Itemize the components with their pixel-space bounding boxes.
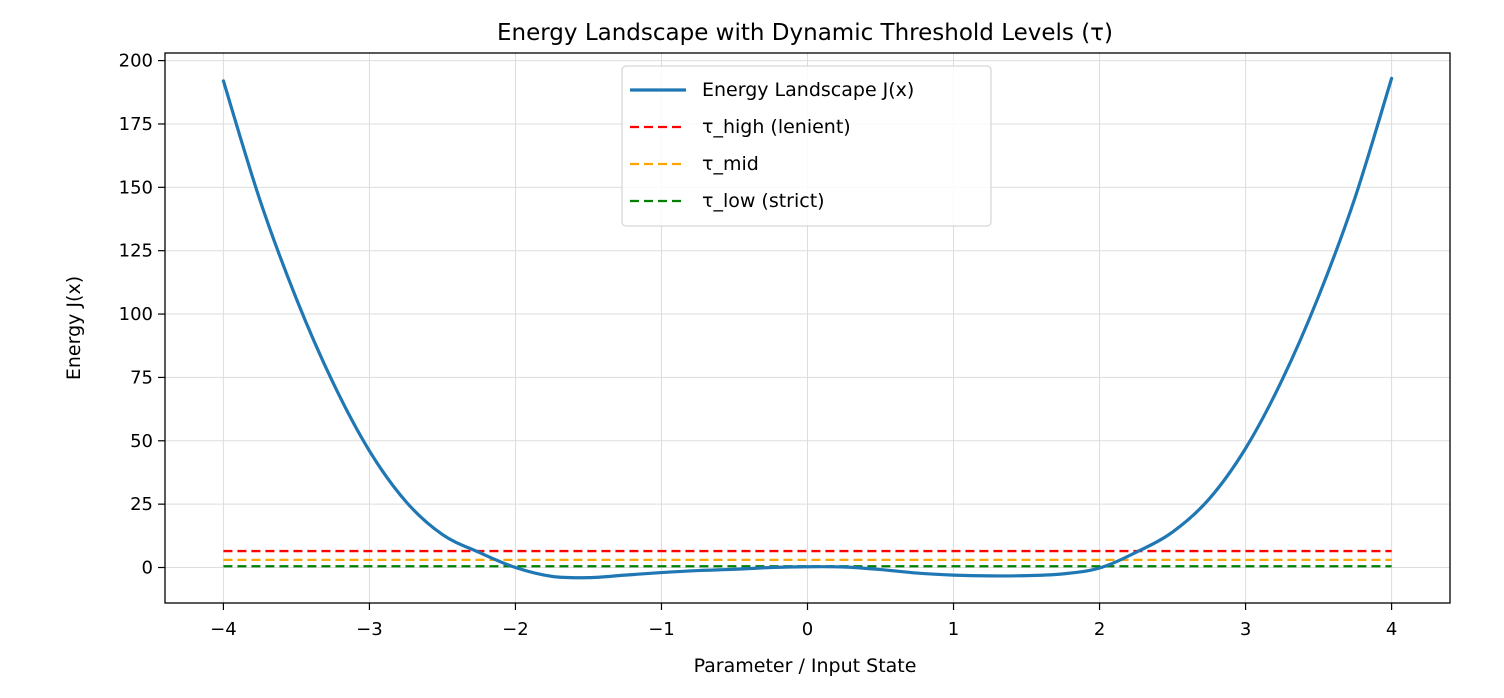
x-tick-label: 3 — [1240, 619, 1251, 640]
y-tick-label: 50 — [130, 431, 153, 452]
x-tick-label: −1 — [648, 619, 675, 640]
x-tick-label: 1 — [948, 619, 959, 640]
curve-layer — [221, 76, 1394, 580]
legend-label-0: Energy Landscape J(x) — [702, 79, 914, 101]
y-tick-label: 75 — [130, 367, 153, 388]
y-tick-label: 125 — [119, 241, 153, 262]
x-tick-label: 2 — [1094, 619, 1105, 640]
x-tick-label: 0 — [802, 619, 813, 640]
y-tick-label: 200 — [119, 51, 153, 72]
legend-label-2: τ_mid — [702, 153, 759, 175]
x-tick-label: 4 — [1386, 619, 1397, 640]
x-axis-ticks: −4 −3 −2 −1 0 1 2 3 4 — [210, 603, 1397, 640]
legend-label-3: τ_low (strict) — [702, 190, 825, 212]
legend: Energy Landscape J(x) τ_high (lenient) τ_m… — [621, 65, 992, 227]
energy-curve — [221, 76, 1394, 580]
threshold-lines — [223, 549, 1392, 568]
y-axis-ticks: 0 25 50 75 100 125 150 175 200 — [119, 51, 165, 579]
y-tick-label: 25 — [130, 494, 153, 515]
legend-entries: Energy Landscape J(x) τ_high (lenient) τ_m… — [630, 79, 914, 212]
x-tick-label: −4 — [210, 619, 237, 640]
x-tick-label: −3 — [356, 619, 383, 640]
y-tick-label: 100 — [119, 304, 153, 325]
chart-title: Energy Landscape with Dynamic Threshold … — [497, 20, 1113, 46]
x-tick-label: −2 — [502, 619, 529, 640]
legend-box — [621, 65, 992, 227]
x-axis-label: Parameter / Input State — [694, 655, 917, 677]
y-axis-label: Energy J(x) — [63, 276, 85, 380]
y-tick-label: 0 — [142, 558, 153, 579]
legend-label-1: τ_high (lenient) — [702, 116, 851, 138]
y-tick-label: 150 — [119, 177, 153, 198]
y-tick-label: 175 — [119, 114, 153, 135]
